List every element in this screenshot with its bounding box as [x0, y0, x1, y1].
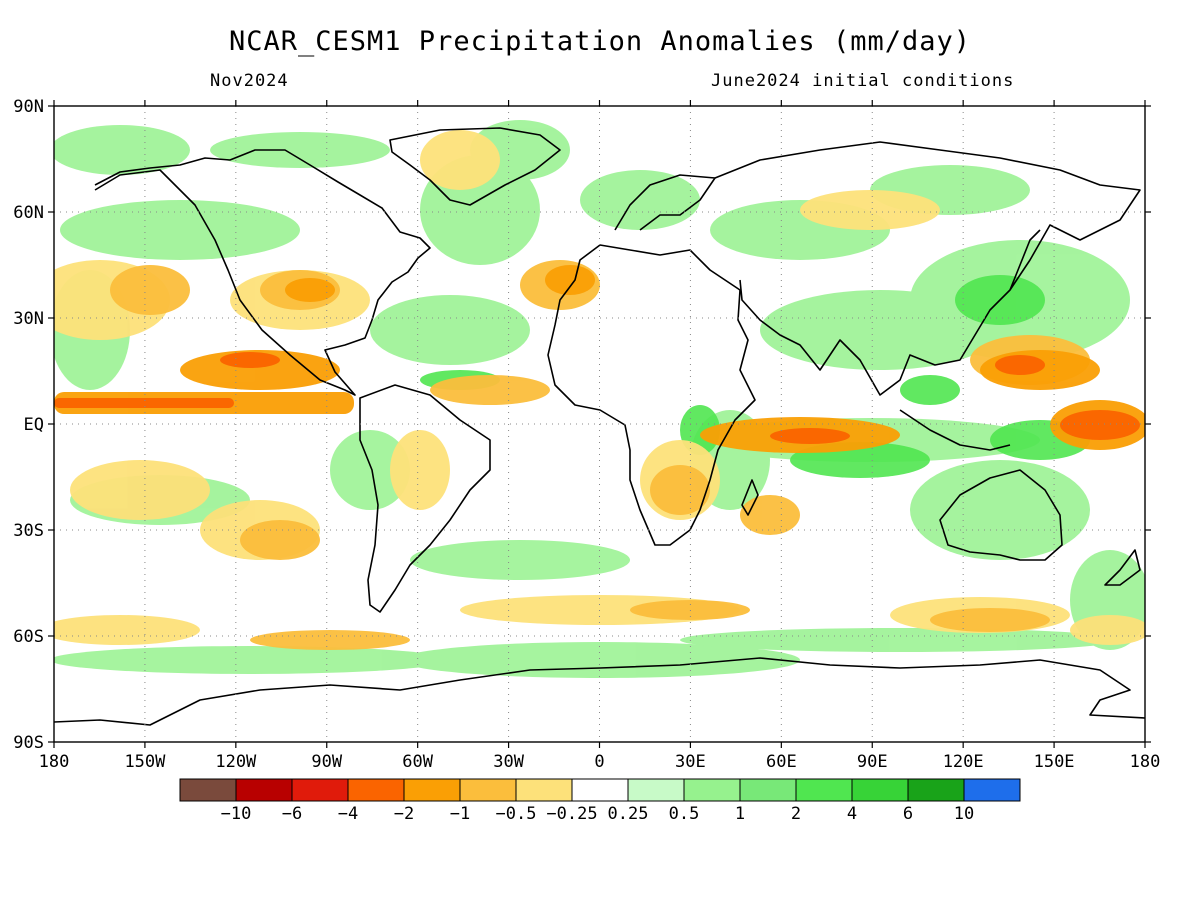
legend-label: −2	[394, 804, 414, 824]
legend-label: −6	[282, 804, 302, 824]
precipitation-anomaly-field	[54, 120, 1145, 678]
lon-tick-label: 150E	[1034, 752, 1075, 772]
lon-tick-label: 120E	[943, 752, 984, 772]
legend-label: 0.5	[669, 804, 700, 824]
longitude-axis: 180 150W 120W 90W 60W 30W 0 30E 60E 90E 120E 150E 18…	[39, 100, 1161, 772]
lat-tick-label: 60S	[13, 627, 44, 647]
lon-tick-label: 180	[1130, 752, 1161, 772]
legend-swatch	[515, 778, 573, 802]
lon-tick-label: 150W	[124, 752, 166, 772]
legend-swatch	[403, 778, 461, 802]
initial-conditions-label: June2024 initial conditions	[711, 71, 1015, 91]
legend-label: 6	[903, 804, 913, 824]
color-legend: −10 −6 −4 −2 −1 −0.5 −0.25 0.25 0.5 1 2 4 6 10	[179, 778, 1021, 824]
legend-label: −1	[450, 804, 470, 824]
legend-swatch	[795, 778, 853, 802]
legend-label: 10	[954, 804, 974, 824]
legend-label: −10	[221, 804, 252, 824]
lat-tick-label: 90N	[13, 97, 44, 117]
legend-swatch	[963, 778, 1021, 802]
lon-tick-label: 0	[594, 752, 604, 772]
lat-tick-label: 30N	[13, 309, 44, 329]
map-title: NCAR_CESM1 Precipitation Anomalies (mm/d…	[229, 26, 971, 57]
lon-tick-label: 60E	[766, 752, 797, 772]
lat-tick-label: 90S	[13, 733, 44, 753]
legend-swatch	[179, 778, 237, 802]
legend-label: −0.25	[546, 804, 597, 824]
lon-tick-label: 30W	[493, 752, 524, 772]
legend-label: 4	[847, 804, 857, 824]
lon-tick-label: 180	[39, 752, 70, 772]
lat-tick-label: 60N	[13, 203, 44, 223]
legend-swatch	[347, 778, 405, 802]
legend-swatch	[739, 778, 797, 802]
lon-tick-label: 60W	[402, 752, 433, 772]
legend-swatch	[907, 778, 965, 802]
lat-tick-label: EQ	[24, 415, 44, 435]
lon-tick-label: 90W	[311, 752, 342, 772]
latitude-axis: 90N 60N 30N EQ 30S 60S 90S	[13, 97, 1151, 753]
legend-swatch	[291, 778, 349, 802]
legend-label: 0.25	[608, 804, 649, 824]
legend-swatch	[627, 778, 685, 802]
legend-label: 1	[735, 804, 745, 824]
coastlines	[54, 127, 1145, 726]
forecast-month: Nov2024	[210, 71, 289, 91]
legend-swatch	[459, 778, 517, 802]
lon-tick-label: 30E	[675, 752, 706, 772]
legend-swatch	[235, 778, 293, 802]
legend-label: −4	[338, 804, 358, 824]
legend-label: 2	[791, 804, 801, 824]
lon-tick-label: 120W	[215, 752, 257, 772]
legend-swatch	[683, 778, 741, 802]
graticule	[54, 106, 1145, 742]
lat-tick-label: 30S	[13, 521, 44, 541]
legend-swatch	[851, 778, 909, 802]
legend-swatch	[571, 778, 629, 802]
lon-tick-label: 90E	[857, 752, 888, 772]
legend-label: −0.5	[496, 804, 537, 824]
